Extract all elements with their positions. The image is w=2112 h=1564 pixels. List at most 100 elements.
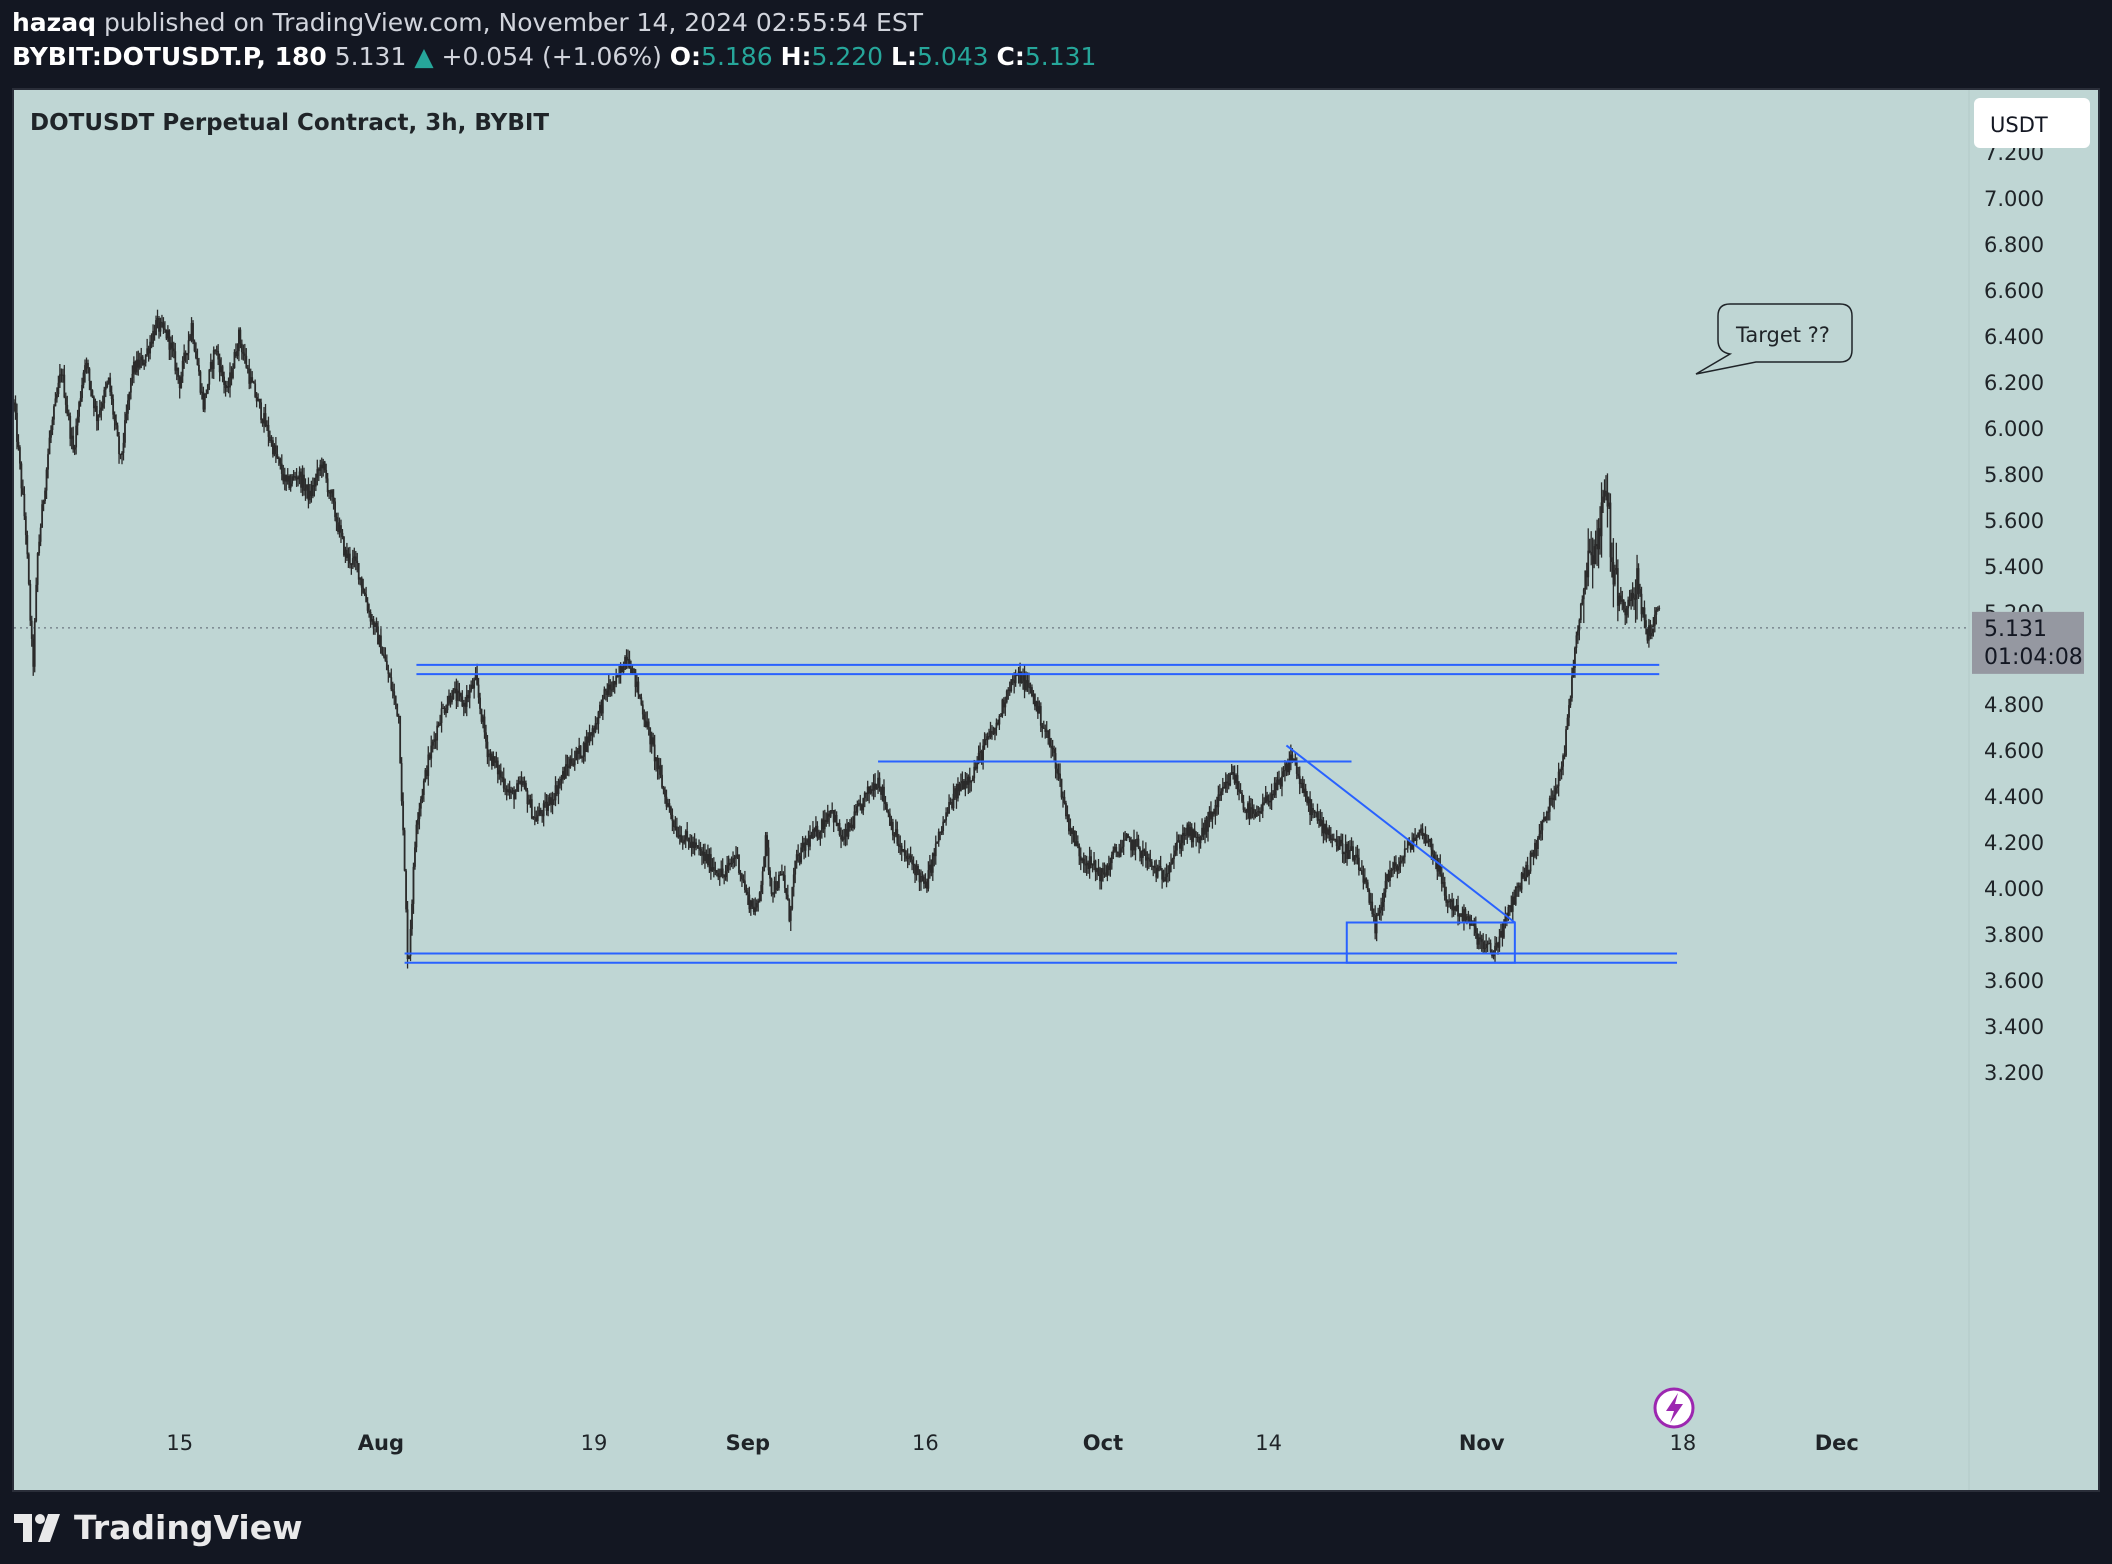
candle-body-901	[1346, 843, 1348, 859]
price-tick-15: 4.200	[1984, 831, 2044, 855]
candle-body-682	[1022, 674, 1024, 682]
candle-body-156	[243, 353, 246, 356]
candle-body-702	[1051, 747, 1054, 750]
candle-body-233	[357, 563, 360, 580]
candle-body-217	[334, 501, 336, 518]
candle-body-471	[709, 854, 712, 872]
candle-body-283	[431, 741, 434, 746]
symbol-label[interactable]: BYBIT:DOTUSDT.P, 180	[12, 42, 327, 71]
candle-body-770	[1152, 866, 1155, 868]
trend-line[interactable]	[1285, 744, 1516, 924]
candle-body-222	[341, 532, 344, 537]
candle-body-355	[538, 810, 541, 816]
candle-body-620	[930, 864, 933, 873]
candle-body-193	[298, 471, 301, 477]
candle-body-1034	[1542, 817, 1545, 822]
candle-body-71	[118, 436, 120, 454]
candle-body-468	[705, 854, 708, 862]
candle-body-55	[94, 405, 97, 409]
low-label: L:	[891, 42, 917, 71]
candle-body-773	[1156, 867, 1159, 878]
candle-body-1023	[1526, 864, 1529, 876]
candle-body-313	[476, 673, 478, 685]
candle-body-378	[572, 763, 575, 766]
candle-body-552	[829, 810, 832, 817]
candle-body-185	[286, 476, 289, 482]
candle-body-982	[1466, 916, 1468, 921]
candle-body-78	[128, 392, 131, 401]
candle-body-760	[1137, 838, 1140, 848]
candle-body-451	[680, 834, 683, 842]
candle-body-967	[1443, 882, 1446, 896]
candle-body-988	[1474, 926, 1477, 934]
lightning-icon[interactable]	[1653, 1387, 1695, 1429]
candle-body-660	[989, 730, 992, 738]
currency-button[interactable]: USDT	[1974, 98, 2090, 148]
currency-button-bg[interactable]	[1974, 98, 2090, 148]
candle-body-801	[1198, 836, 1201, 844]
candle-body-72	[119, 453, 122, 455]
candle-body-883	[1319, 819, 1322, 826]
candle-body-723	[1082, 858, 1085, 865]
candle-body-1091	[1627, 599, 1630, 609]
candle-body-57	[97, 415, 100, 422]
author-name[interactable]: hazaq	[12, 8, 96, 37]
candle-body-521	[783, 875, 786, 889]
candle-body-1057	[1576, 630, 1579, 636]
candle-body-917	[1369, 901, 1372, 903]
candle-body-600	[900, 845, 903, 852]
price-axis[interactable]: 7.2007.0006.8006.6006.4006.2006.0005.800…	[1984, 141, 2044, 1085]
candle-body-560	[841, 839, 844, 841]
candle-body-31	[58, 374, 61, 383]
candle-body-243	[372, 619, 375, 629]
chart-panel[interactable]: 7.200 7.000 6.800 6.600 6.400 6.200 6.000 5.800…	[12, 88, 2100, 1492]
candle-body-1084	[1616, 568, 1619, 606]
candle-body-645	[967, 776, 970, 785]
candle-body-1041	[1553, 794, 1556, 800]
candle-body-795	[1189, 827, 1192, 836]
candle-body-1001	[1494, 945, 1496, 953]
candle-body-800	[1196, 836, 1199, 838]
candle-body-80	[131, 373, 134, 379]
candle-body-599	[899, 845, 902, 847]
candle-body-452	[681, 841, 684, 843]
candle-body-930	[1389, 870, 1391, 882]
target-callout[interactable]: Target ??	[1695, 303, 1853, 375]
candle-body-1018	[1519, 885, 1522, 890]
range-box[interactable]	[1345, 921, 1516, 964]
candle-body-1074	[1602, 496, 1604, 503]
candle-body-641	[961, 780, 964, 784]
candle-body-274	[418, 808, 421, 820]
candle-body-836	[1250, 807, 1252, 819]
candle-body-562	[844, 829, 847, 837]
candle-body-991	[1479, 937, 1482, 939]
candle-body-1005	[1500, 931, 1502, 937]
callout-bubble[interactable]	[1695, 303, 1853, 375]
candle-body-426	[643, 714, 646, 721]
candle-body-1058	[1578, 620, 1581, 631]
price-tick-3: 6.600	[1984, 279, 2044, 303]
candle-body-803	[1201, 827, 1203, 837]
time-tick-6: 14	[1255, 1431, 1282, 1455]
price-tick-20: 3.200	[1984, 1061, 2044, 1085]
candle-body-914	[1365, 878, 1368, 883]
candle-body-401	[606, 690, 609, 696]
candle-body-668	[1001, 699, 1004, 716]
candle-body-538	[809, 835, 811, 847]
candle-body-327	[496, 760, 499, 775]
candle-body-690	[1033, 694, 1036, 707]
currency-label[interactable]: USDT	[1990, 113, 2048, 137]
candle-body-738	[1105, 874, 1107, 876]
price-chart[interactable]: 7.2007.0006.8006.6006.4006.2006.0005.800…	[13, 90, 2098, 1490]
candle-body-375	[567, 766, 570, 768]
time-axis[interactable]: 15 Aug 19 Sep 16 Oct 14 Nov 18 Dec	[166, 1431, 1859, 1455]
callout-text[interactable]: Target ??	[1735, 323, 1830, 347]
candle-body-1093	[1630, 592, 1633, 601]
candle-body-868	[1297, 773, 1300, 776]
candle-body-935	[1396, 865, 1399, 871]
candle-body-675	[1011, 679, 1014, 681]
candle-body-638	[957, 784, 959, 799]
candle-body-715	[1070, 828, 1073, 834]
candle-body-790	[1181, 832, 1184, 844]
candle-body-532	[800, 847, 803, 863]
